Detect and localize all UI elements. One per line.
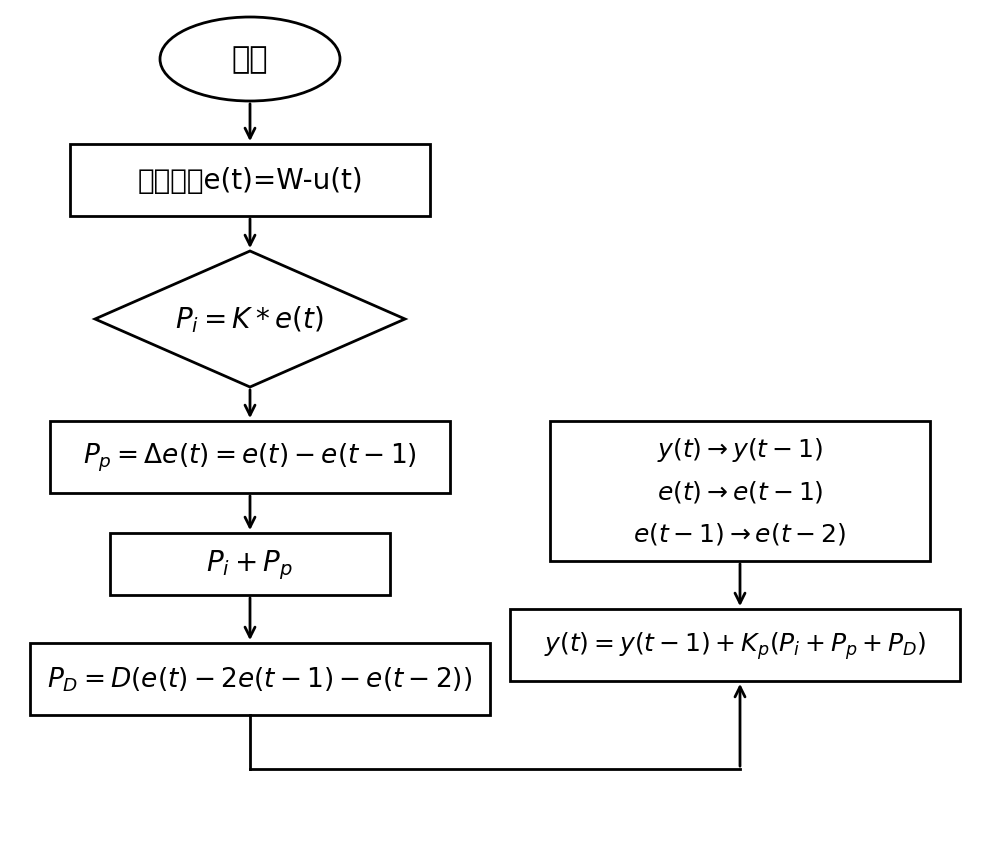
Text: $P_i = K*e(t)$: $P_i = K*e(t)$ <box>175 304 325 335</box>
Text: 开始: 开始 <box>232 46 268 74</box>
Text: $P_D=D(e(t)-2e(t-1)-e(t-2))$: $P_D=D(e(t)-2e(t-1)-e(t-2))$ <box>47 665 473 694</box>
Text: $P_p=\Delta e(t)=e(t)-e(t-1)$: $P_p=\Delta e(t)=e(t)-e(t-1)$ <box>83 441 417 473</box>
Text: $P_i + P_p$: $P_i + P_p$ <box>206 548 294 582</box>
Text: $y(t)\rightarrow y(t-1)$: $y(t)\rightarrow y(t-1)$ <box>657 436 823 463</box>
Bar <box>510 609 960 681</box>
Bar <box>70 145 430 217</box>
Text: $e(t-1)\rightarrow e(t-2)$: $e(t-1)\rightarrow e(t-2)$ <box>633 521 847 546</box>
Text: $e(t)\rightarrow e(t-1)$: $e(t)\rightarrow e(t-1)$ <box>657 479 823 505</box>
Bar <box>550 421 930 561</box>
Ellipse shape <box>160 18 340 102</box>
Bar <box>110 533 390 595</box>
Text: 计算偏差e(t)=W-u(t): 计算偏差e(t)=W-u(t) <box>137 167 363 195</box>
Polygon shape <box>95 252 405 387</box>
Bar <box>30 643 490 715</box>
Text: $y(t)=y(t-1)+K_p(P_i+P_p+P_D)$: $y(t)=y(t-1)+K_p(P_i+P_p+P_D)$ <box>544 630 926 661</box>
Bar <box>50 421 450 494</box>
